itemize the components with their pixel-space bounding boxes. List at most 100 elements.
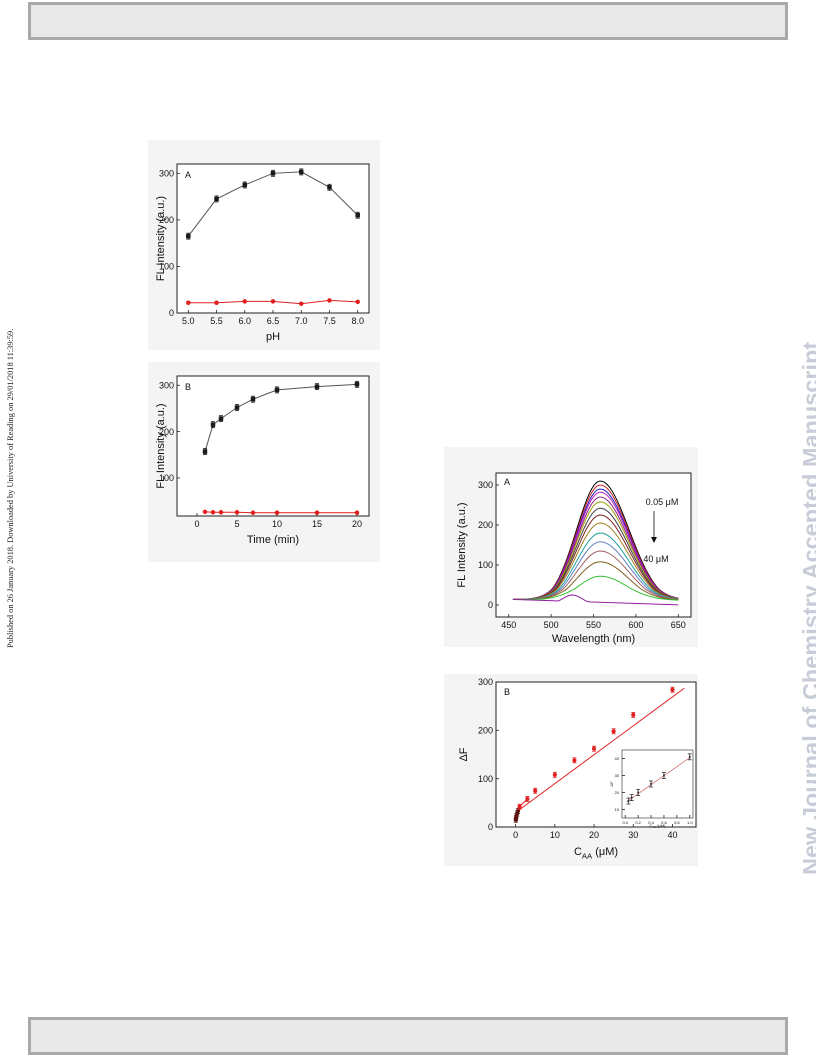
panel-label: A (504, 477, 510, 487)
data-point (327, 298, 332, 303)
x-tick-label: 6.5 (267, 316, 280, 326)
y-tick-label: 300 (478, 677, 493, 687)
data-point (354, 510, 360, 516)
data-point (314, 384, 320, 389)
chart-spectra: 450 500 550 600 650 0 100 200 300 A 0.05 μM 40 μM Wa… (456, 472, 692, 645)
data-point (670, 687, 675, 692)
fit-line (515, 687, 685, 813)
chart-spectra-panel: 450 500 550 600 650 0 100 200 300 A 0.05 μM 40 μM Wa… (444, 447, 698, 647)
data-point (515, 808, 521, 814)
data-point (572, 758, 577, 763)
x-tick-label: 8.0 (351, 316, 364, 326)
data-point (525, 796, 530, 802)
y-tick-label: 30 (615, 773, 620, 778)
x-tick-label: 0.0 (622, 820, 628, 825)
data-point (210, 510, 216, 515)
inset-point (650, 783, 652, 785)
y-tick-label: 200 (478, 520, 493, 530)
inset-y-label: ΔF (609, 781, 614, 787)
data-point (274, 387, 280, 393)
x-tick-label: 20 (352, 519, 362, 529)
y-tick-label: 100 (478, 560, 493, 570)
x-tick-label: 5 (234, 519, 239, 529)
data-point (250, 396, 256, 402)
y-tick-label: 100 (478, 774, 493, 784)
x-axis-label: CAA (μM) (574, 846, 618, 860)
data-point (354, 382, 360, 387)
inset-point (637, 791, 640, 794)
x-tick-label: 15 (312, 519, 322, 529)
x-tick-label: 0.2 (635, 820, 641, 825)
plot-frame (621, 749, 694, 819)
x-tick-label: 5.5 (210, 316, 223, 326)
data-point (591, 746, 597, 751)
y-tick-label: 0 (169, 308, 174, 318)
data-point (314, 510, 320, 516)
data-point (298, 169, 304, 175)
chart-time: 0 5 10 15 20 100 200 300 B Time (min) FL Intensity… (155, 375, 370, 546)
inset-point (630, 796, 633, 799)
y-axis-label: ΔF (458, 747, 470, 761)
inset-fit-line (626, 757, 690, 803)
chart-calibration-panel: 0 10 20 30 40 0 100 200 300 B CAA (μM) ΔF 0.0 0.2 0.4 0… (444, 674, 698, 866)
x-tick-label: 600 (628, 620, 643, 630)
x-axis-label: Wavelength (nm) (552, 633, 635, 645)
x-tick-label: 30 (628, 830, 638, 840)
x-tick-label: 40 (667, 830, 677, 840)
inset-point (688, 755, 691, 758)
x-tick-label: 450 (501, 620, 516, 630)
data-point (611, 729, 616, 734)
annotation-bottom: 40 μM (643, 554, 668, 564)
y-tick-label: 200 (478, 725, 493, 735)
data-point (242, 182, 248, 188)
x-tick-label: 550 (586, 620, 601, 630)
panel-label: B (504, 687, 510, 697)
data-point (186, 300, 191, 306)
x-tick-label: 0.4 (648, 820, 654, 825)
y-tick-label: 200 (159, 215, 174, 225)
y-tick-label: 10 (615, 807, 620, 812)
data-point (355, 299, 360, 305)
chart-time-panel: 0 5 10 15 20 100 200 300 B Time (min) FL Intensity… (148, 362, 380, 562)
inset-point (627, 800, 630, 802)
data-point (298, 301, 304, 306)
data-point (327, 185, 332, 190)
data-point (218, 510, 224, 515)
y-tick-label: 300 (159, 380, 174, 390)
x-tick-label: 10 (272, 519, 282, 529)
panel-label: B (185, 382, 191, 392)
data-point (631, 712, 636, 717)
x-tick-label: 7.5 (323, 316, 336, 326)
data-point (270, 299, 276, 304)
y-axis-label: FL Intensity (a.u.) (456, 502, 468, 587)
x-tick-label: 0.6 (661, 820, 667, 825)
plot-frame (176, 375, 370, 517)
data-point (242, 299, 248, 304)
x-tick-label: 5.0 (182, 316, 195, 326)
data-point (234, 510, 240, 515)
data-point (234, 405, 240, 410)
publication-note: Published on 26 January 2018. Downloaded… (6, 328, 15, 648)
x-tick-label: 500 (544, 620, 559, 630)
x-tick-label: 650 (671, 620, 686, 630)
y-axis-label: FL Intensity (a.u.) (155, 403, 167, 488)
data-point (186, 233, 191, 239)
data-point (250, 510, 256, 516)
y-tick-label: 300 (478, 480, 493, 490)
x-tick-label: 0 (513, 830, 518, 840)
plot-frame (176, 163, 370, 314)
x-tick-label: 10 (550, 830, 560, 840)
data-point (552, 772, 557, 777)
y-tick-label: 40 (615, 756, 620, 761)
x-tick-label: 6.0 (239, 316, 252, 326)
panel-label: A (185, 170, 191, 180)
x-tick-label: 20 (589, 830, 599, 840)
y-tick-label: 20 (615, 790, 620, 795)
y-tick-label: 0 (488, 600, 493, 610)
x-tick-label: 7.0 (295, 316, 308, 326)
spectrum-curve-13 (512, 575, 679, 601)
y-tick-label: 200 (159, 427, 174, 437)
inset-point (663, 774, 665, 777)
data-point (210, 422, 216, 427)
